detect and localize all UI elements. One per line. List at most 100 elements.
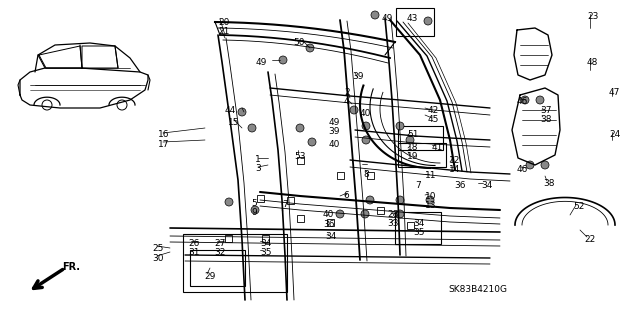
- Bar: [398, 143, 446, 167]
- Bar: [376, 206, 383, 213]
- Text: 36: 36: [454, 181, 465, 190]
- Text: 1: 1: [255, 155, 260, 164]
- Text: SK83B4210G: SK83B4210G: [448, 285, 507, 294]
- Text: 49: 49: [382, 14, 394, 23]
- Text: 15: 15: [228, 118, 239, 127]
- Circle shape: [251, 206, 259, 214]
- Text: 34: 34: [481, 181, 492, 190]
- Text: 35: 35: [260, 248, 271, 257]
- Circle shape: [362, 136, 370, 144]
- Text: 3: 3: [255, 164, 260, 173]
- Text: 40: 40: [328, 140, 340, 149]
- Text: 44: 44: [225, 106, 236, 115]
- Bar: [287, 197, 294, 204]
- Text: 28: 28: [387, 210, 398, 219]
- Bar: [337, 172, 344, 179]
- Text: 48: 48: [587, 58, 598, 67]
- Text: 38: 38: [540, 115, 552, 124]
- Circle shape: [536, 96, 544, 104]
- Text: 5: 5: [251, 199, 257, 208]
- Text: 7: 7: [282, 200, 288, 209]
- Text: 40: 40: [323, 210, 334, 219]
- Text: 6: 6: [343, 191, 349, 200]
- Text: 21: 21: [218, 27, 229, 36]
- Text: 33: 33: [387, 219, 399, 228]
- Text: 7: 7: [415, 181, 420, 190]
- Text: 32: 32: [214, 248, 225, 257]
- Bar: [183, 234, 287, 292]
- Text: 23: 23: [587, 12, 598, 21]
- Text: 46: 46: [517, 165, 529, 174]
- Bar: [257, 195, 264, 202]
- Circle shape: [396, 122, 404, 130]
- Circle shape: [308, 138, 316, 146]
- Bar: [296, 214, 303, 221]
- Text: 50: 50: [293, 38, 305, 47]
- Text: 14: 14: [449, 165, 460, 174]
- Text: 34: 34: [413, 219, 424, 228]
- Circle shape: [238, 108, 246, 116]
- Text: 41: 41: [432, 143, 444, 152]
- Circle shape: [526, 161, 534, 169]
- Circle shape: [396, 196, 404, 204]
- Text: 12: 12: [449, 156, 460, 165]
- Text: 43: 43: [407, 14, 419, 23]
- Text: 49: 49: [255, 58, 267, 67]
- Circle shape: [306, 44, 314, 52]
- Text: 49: 49: [328, 118, 340, 127]
- Circle shape: [424, 17, 432, 25]
- Circle shape: [426, 196, 434, 204]
- Text: 42: 42: [428, 106, 439, 115]
- Circle shape: [521, 96, 529, 104]
- Circle shape: [336, 210, 344, 218]
- Text: 8: 8: [363, 170, 369, 179]
- Circle shape: [371, 11, 379, 19]
- Text: 40: 40: [360, 109, 371, 118]
- Bar: [367, 172, 374, 179]
- Text: 29: 29: [204, 272, 216, 281]
- Text: 10: 10: [425, 192, 436, 201]
- Text: 25: 25: [152, 244, 163, 253]
- Text: 39: 39: [352, 72, 364, 81]
- Circle shape: [366, 196, 374, 204]
- Text: 19: 19: [407, 152, 419, 161]
- Bar: [398, 126, 443, 150]
- Text: 46: 46: [517, 97, 529, 106]
- Circle shape: [541, 161, 549, 169]
- Text: 35: 35: [413, 228, 424, 237]
- Bar: [396, 8, 434, 36]
- Text: 36: 36: [323, 220, 335, 229]
- Text: 20: 20: [218, 18, 229, 27]
- Text: 22: 22: [584, 235, 595, 244]
- Circle shape: [396, 210, 404, 218]
- Text: FR.: FR.: [62, 262, 80, 272]
- Circle shape: [279, 56, 287, 64]
- Text: 53: 53: [294, 152, 305, 161]
- Text: 18: 18: [407, 143, 419, 152]
- Text: 24: 24: [609, 130, 620, 139]
- Text: 38: 38: [543, 179, 554, 188]
- Bar: [296, 157, 303, 164]
- Bar: [395, 212, 441, 244]
- Bar: [225, 234, 232, 241]
- Text: 27: 27: [214, 239, 225, 248]
- Text: 9: 9: [251, 208, 257, 217]
- Circle shape: [225, 198, 233, 206]
- Text: 16: 16: [158, 130, 170, 139]
- Circle shape: [248, 124, 256, 132]
- Bar: [406, 221, 413, 228]
- Bar: [262, 234, 269, 241]
- Text: 30: 30: [152, 254, 163, 263]
- Text: 11: 11: [425, 171, 436, 180]
- Text: 39: 39: [328, 127, 340, 136]
- Text: 52: 52: [573, 202, 584, 211]
- Text: 45: 45: [428, 115, 440, 124]
- Text: 37: 37: [540, 106, 552, 115]
- Circle shape: [361, 210, 369, 218]
- Text: 34: 34: [260, 239, 271, 248]
- Text: 17: 17: [158, 140, 170, 149]
- Circle shape: [296, 124, 304, 132]
- Text: 26: 26: [188, 239, 200, 248]
- Circle shape: [362, 122, 370, 130]
- Text: 13: 13: [425, 201, 436, 210]
